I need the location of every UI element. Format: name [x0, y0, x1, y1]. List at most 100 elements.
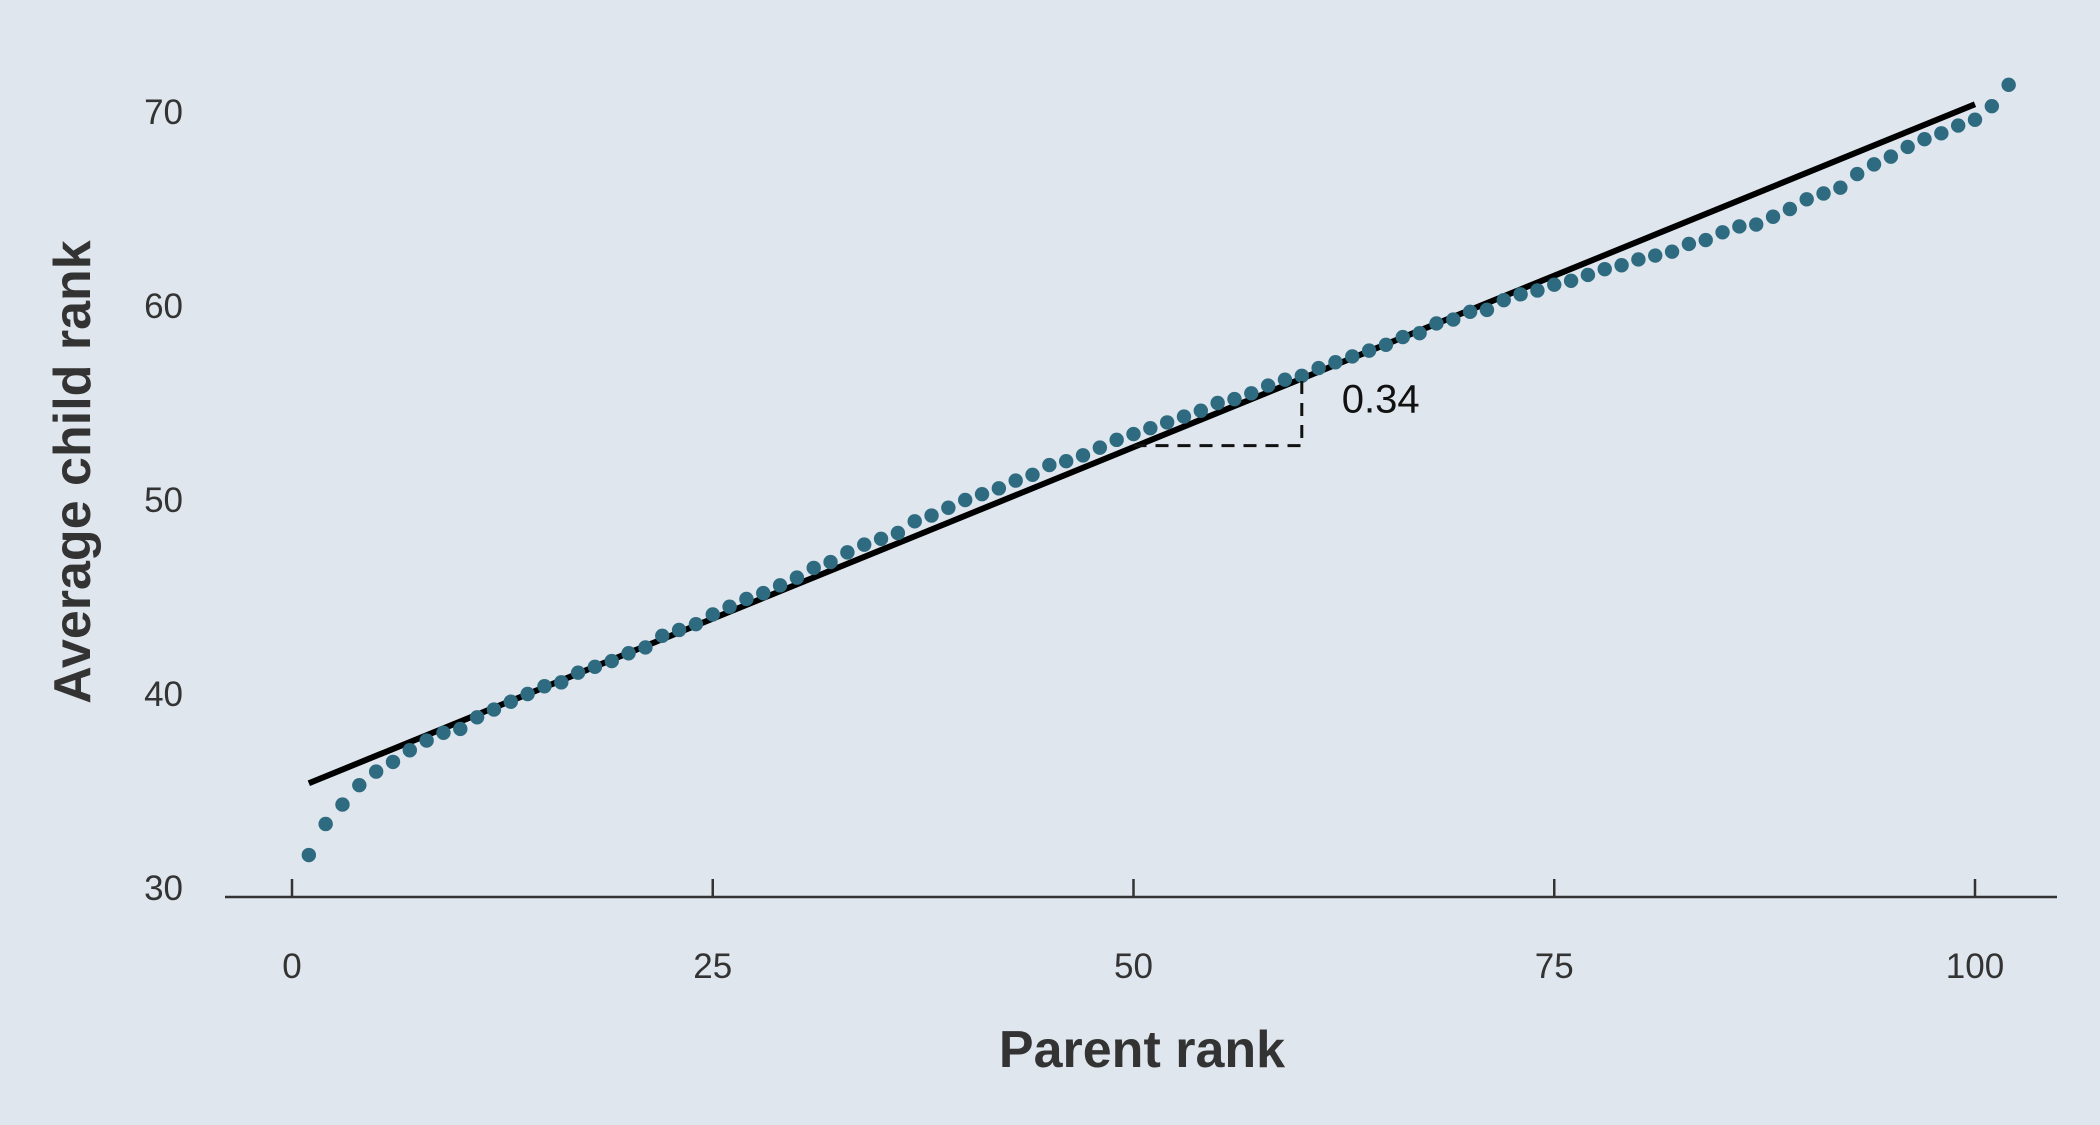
data-point: [1883, 149, 1899, 164]
data-point: [1311, 360, 1326, 376]
data-point: [453, 721, 468, 737]
data-point: [419, 733, 434, 748]
data-point: [1058, 454, 1074, 469]
data-point: [1126, 426, 1141, 442]
data-point: [1614, 258, 1629, 273]
data-point: [2001, 77, 2016, 93]
y-tick-label: 70: [144, 93, 183, 132]
data-point: [1412, 325, 1427, 341]
data-point: [1597, 261, 1612, 277]
data-point: [924, 508, 939, 523]
axes: 0 25 50 75 100 30 40 50 60 70: [144, 93, 2057, 986]
data-point: [1900, 139, 1915, 155]
data-point: [1833, 180, 1848, 195]
data-point: [352, 777, 367, 793]
data-point: [1681, 236, 1697, 252]
data-point: [1765, 209, 1781, 224]
data-point: [806, 560, 821, 576]
data-point: [907, 514, 922, 529]
data-point: [1008, 473, 1023, 488]
data-point: [1648, 248, 1663, 263]
data-point: [1462, 304, 1478, 320]
data-point: [1580, 267, 1596, 283]
slope-bracket: [1133, 379, 1304, 448]
data-point: [789, 570, 805, 585]
data-point: [1782, 201, 1798, 217]
y-tick-label: 50: [144, 481, 183, 520]
data-point: [655, 628, 670, 643]
data-point: [1277, 372, 1293, 387]
data-point: [991, 481, 1007, 496]
data-point: [1429, 316, 1444, 331]
data-point: [1395, 329, 1410, 345]
data-point: [974, 486, 990, 502]
data-point: [840, 545, 855, 560]
x-tick-label: 25: [693, 947, 732, 986]
fit-line: [307, 101, 1977, 787]
data-point: [570, 665, 586, 680]
slope-label: 0.34: [1342, 378, 1420, 422]
data-point: [1361, 343, 1377, 358]
data-point: [503, 694, 518, 709]
data-point: [688, 616, 704, 632]
data-point: [301, 847, 317, 863]
data-point: [1749, 217, 1764, 232]
data-point: [1294, 368, 1310, 384]
data-point: [436, 725, 451, 740]
data-point: [1664, 244, 1680, 259]
data-point: [722, 599, 737, 614]
data-point: [1496, 292, 1511, 308]
data-point: [385, 754, 401, 770]
data-point: [1547, 277, 1562, 292]
data-point: [1513, 287, 1528, 302]
data-point: [368, 764, 384, 779]
data-point: [1563, 273, 1579, 288]
data-point: [857, 537, 872, 552]
data-point: [1715, 225, 1730, 240]
y-tick-label: 40: [144, 675, 183, 714]
data-point: [1025, 467, 1040, 482]
data-point: [756, 585, 771, 601]
data-point: [1143, 421, 1158, 436]
data-point: [537, 679, 552, 694]
data-point: [1260, 378, 1276, 393]
data-point: [1159, 415, 1175, 430]
fit-line-layer: [307, 101, 1977, 787]
data-point: [1866, 157, 1882, 172]
x-axis-title: Parent rank: [999, 1021, 1285, 1079]
data-point: [1193, 403, 1209, 418]
data-point: [1446, 312, 1461, 327]
data-point: [554, 675, 569, 690]
data-point: [1732, 219, 1747, 234]
data-point: [873, 531, 889, 546]
data-point: [823, 554, 838, 570]
data-point: [469, 710, 485, 725]
data-point: [1092, 440, 1108, 455]
slope-annotation: 0.34: [1133, 378, 1420, 448]
data-point: [1984, 98, 2000, 114]
data-point: [1849, 166, 1865, 182]
x-tick-label: 50: [1114, 947, 1153, 986]
data-point: [1530, 283, 1545, 298]
data-point: [1816, 186, 1831, 201]
data-point: [318, 816, 333, 832]
data-point: [705, 607, 720, 622]
x-tick-label: 0: [282, 947, 301, 986]
data-point: [739, 591, 754, 607]
data-point: [1631, 252, 1646, 267]
data-point: [621, 646, 636, 661]
data-point: [890, 525, 906, 541]
data-point: [1244, 386, 1259, 401]
data-point: [638, 640, 653, 655]
data-point: [1042, 457, 1057, 473]
data-point: [335, 797, 350, 812]
data-point: [520, 686, 535, 702]
data-point: [402, 743, 418, 758]
data-point: [958, 492, 973, 508]
data-point: [1176, 409, 1192, 424]
data-point: [1917, 131, 1932, 147]
data-point: [1698, 232, 1713, 248]
x-tick-label: 100: [1946, 947, 2004, 986]
